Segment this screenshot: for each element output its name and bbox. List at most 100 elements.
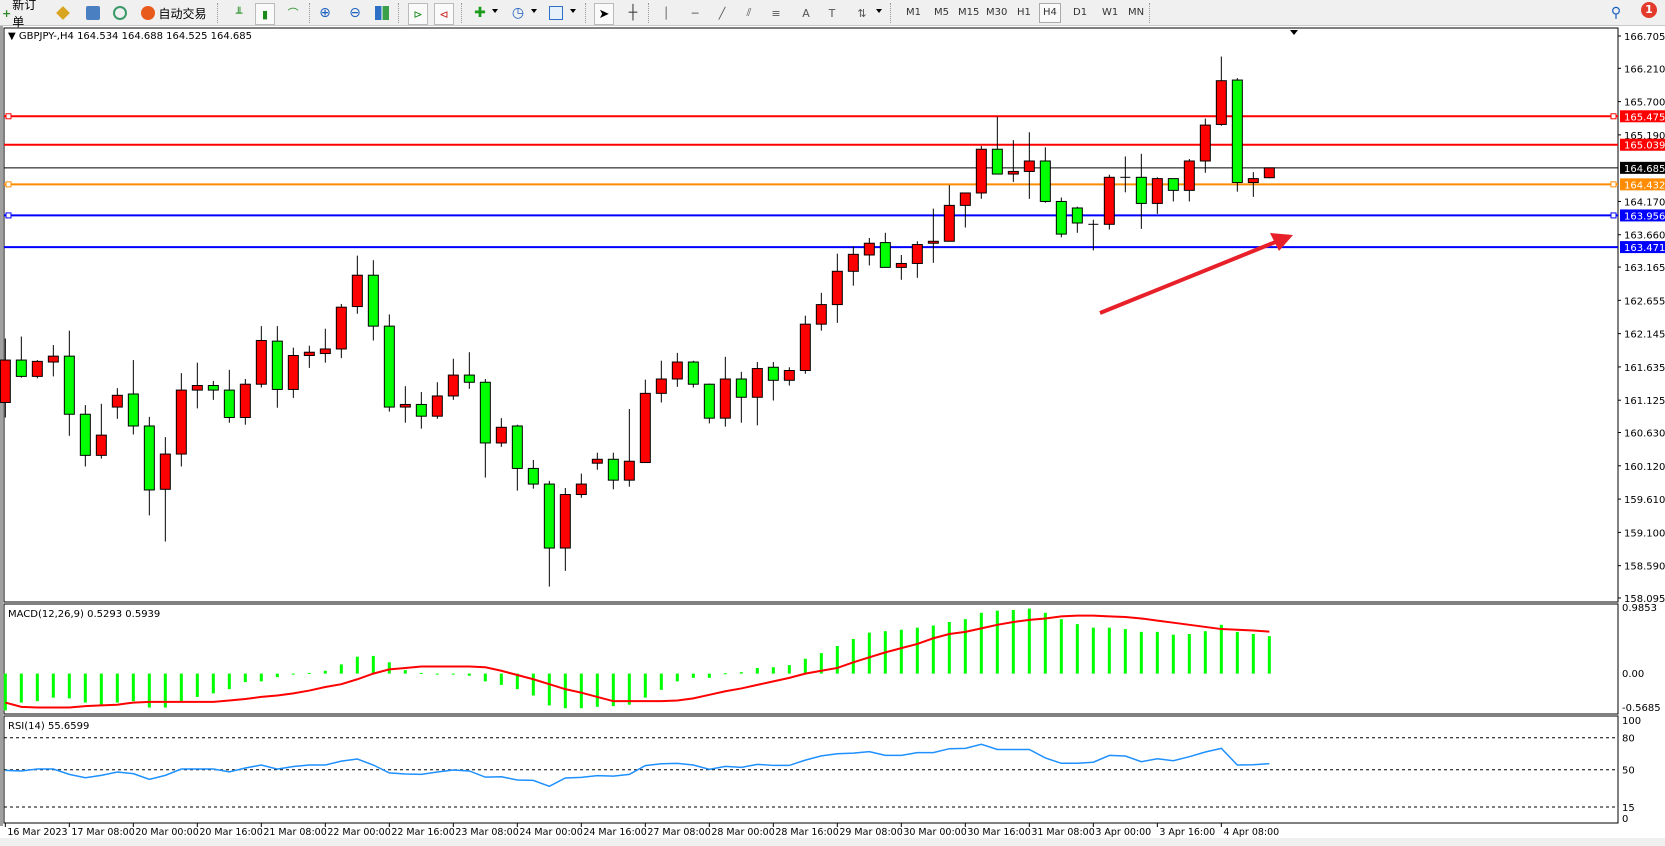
period-w1[interactable]: W1 — [1102, 7, 1119, 18]
symbol-header: ▼ GBPJPY-,H4 164.534 164.688 164.525 164… — [8, 31, 252, 42]
tile-windows-button[interactable] — [373, 3, 391, 23]
macd-histogram-bar — [547, 673, 551, 706]
macd-histogram-bar — [1187, 634, 1191, 674]
macd-histogram-bar — [163, 673, 167, 708]
data-window-button[interactable] — [84, 3, 102, 23]
crosshair-button[interactable]: ┼ — [624, 3, 642, 23]
level-anchor-left[interactable] — [5, 212, 12, 219]
candle-body — [63, 355, 75, 415]
macd-histogram-bar — [851, 638, 855, 674]
macd-histogram-bar — [979, 612, 983, 674]
macd-pane[interactable] — [3, 603, 1619, 715]
period-m5[interactable]: M5 — [934, 7, 949, 18]
candle-body — [543, 483, 555, 549]
zoom-out-button[interactable]: ⊖ — [346, 3, 364, 23]
level-price-label: 163.471 — [1624, 243, 1665, 254]
price-tick-label: 159.610 — [1624, 495, 1665, 506]
cursor-button[interactable]: ➤ — [594, 3, 614, 25]
trend-arrow-annotation[interactable] — [1099, 233, 1293, 315]
candle-body — [447, 374, 459, 397]
vertical-line-button[interactable]: │ — [657, 3, 675, 23]
templates-dropdown-arrow[interactable] — [570, 9, 576, 13]
macd-histogram-bar — [179, 673, 183, 702]
equidistant-channel-button[interactable]: ⫽ — [740, 3, 758, 23]
macd-histogram-bar — [659, 673, 663, 690]
period-h1[interactable]: H1 — [1017, 7, 1031, 18]
candle-body — [1135, 176, 1147, 204]
period-m15[interactable]: M15 — [958, 7, 980, 18]
time-axis-label: 24 Mar 16:00 — [583, 827, 646, 838]
candle-body — [671, 361, 683, 380]
candle — [207, 380, 219, 400]
candlestick-icon: ▮ — [261, 7, 269, 21]
text-button[interactable]: A — [797, 3, 815, 23]
arrows-button[interactable]: ⇅ — [853, 3, 871, 23]
separator — [890, 3, 892, 23]
level-anchor-right[interactable] — [1610, 113, 1617, 120]
price-tick-label: 162.145 — [1624, 330, 1665, 341]
periods-dropdown-arrow[interactable] — [531, 9, 537, 13]
bar-chart-button[interactable]: ╨ — [230, 3, 248, 23]
macd-label: MACD(12,26,9) 0.5293 0.5939 — [8, 609, 160, 620]
candle-body — [223, 389, 235, 419]
chart-shift-marker-icon[interactable] — [1290, 30, 1298, 35]
trendline-button[interactable]: ╱ — [713, 3, 731, 23]
period-mn[interactable]: MN — [1128, 7, 1145, 18]
text-label-button[interactable]: T — [823, 3, 841, 23]
period-m1[interactable]: M1 — [906, 7, 921, 18]
templates-button[interactable] — [547, 3, 565, 23]
candle — [1151, 177, 1163, 214]
fibonacci-button[interactable]: ≡ — [767, 3, 785, 23]
candlestick-button[interactable]: ▮ — [255, 3, 275, 25]
macd-histogram-bar — [563, 673, 567, 709]
period-d1[interactable]: D1 — [1073, 7, 1088, 18]
macd-histogram-bar — [707, 673, 711, 678]
auto-trade-button[interactable]: 自动交易 — [138, 3, 210, 23]
candle-body — [111, 394, 123, 408]
arrows-dropdown-arrow[interactable] — [876, 9, 882, 13]
line-chart-button[interactable]: ⌒ — [284, 3, 302, 23]
period-h4[interactable]: H4 — [1039, 3, 1061, 23]
indicators-dropdown-arrow[interactable] — [492, 9, 498, 13]
horizontal-line-button[interactable]: ─ — [686, 3, 704, 23]
candle-body — [1023, 160, 1035, 172]
search-button[interactable]: ⚲ — [1607, 3, 1625, 23]
chart-shift-button[interactable]: ⊲ — [434, 3, 454, 25]
macd-histogram-bar — [723, 673, 727, 675]
cursor-icon: ➤ — [598, 6, 610, 22]
candle-body — [1039, 160, 1051, 202]
level-anchor-left[interactable] — [5, 113, 12, 120]
candle-body — [767, 366, 779, 381]
level-anchor-right[interactable] — [1610, 212, 1617, 219]
main-chart-pane[interactable] — [3, 27, 1619, 603]
macd-histogram-bar — [99, 673, 103, 705]
level-price-label: 164.432 — [1624, 180, 1665, 191]
candle — [287, 347, 299, 398]
level-anchor-right[interactable] — [1610, 181, 1617, 188]
candle-body — [1183, 160, 1195, 191]
candle — [479, 378, 491, 478]
price-tick-label: 162.655 — [1624, 296, 1665, 307]
macd-histogram-bar — [211, 673, 215, 694]
zoom-in-button[interactable]: ⊕ — [316, 3, 334, 23]
market-watch-icon — [56, 6, 70, 20]
level-price-label-bg — [1620, 178, 1665, 191]
auto-trade-icon — [141, 6, 156, 20]
autoscroll-button[interactable]: ⊳ — [408, 3, 428, 25]
market-watch-button[interactable] — [54, 3, 72, 23]
macd-histogram-bar — [195, 673, 199, 697]
period-m30[interactable]: M30 — [986, 7, 1008, 18]
macd-histogram-bar — [451, 673, 455, 675]
rsi-scale-label: 15 — [1622, 803, 1635, 814]
macd-histogram-bar — [787, 665, 791, 674]
bar-chart-icon: ╨ — [235, 6, 243, 20]
new-order-button[interactable]: + 新订单 — [2, 0, 46, 29]
signals-button[interactable] — [111, 3, 129, 23]
indicators-button[interactable]: ✚ — [471, 3, 489, 23]
time-axis-label: 20 Mar 16:00 — [199, 827, 262, 838]
level-anchor-left[interactable] — [5, 181, 12, 188]
macd-histogram-bar — [371, 655, 375, 674]
periods-button[interactable]: ◷ — [509, 3, 527, 23]
notification-badge[interactable]: 1 — [1641, 2, 1657, 18]
